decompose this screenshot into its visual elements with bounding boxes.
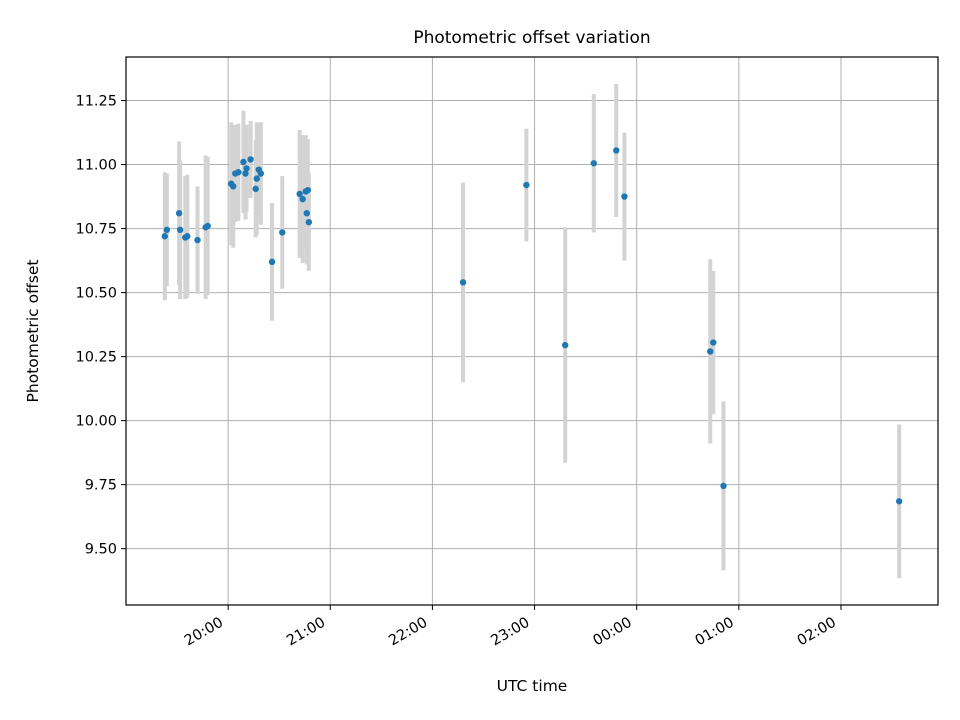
y-tick-label: 11.25 bbox=[75, 94, 117, 110]
grid bbox=[126, 57, 938, 605]
data-point bbox=[720, 482, 727, 490]
y-tick-label: 11.00 bbox=[75, 158, 117, 174]
data-point bbox=[305, 218, 313, 226]
data-point bbox=[257, 170, 265, 177]
data-point bbox=[303, 210, 310, 217]
y-tick-label: 10.25 bbox=[75, 350, 117, 366]
data-point bbox=[243, 165, 250, 172]
chart-title: Photometric offset variation bbox=[413, 28, 650, 48]
data-point bbox=[176, 226, 184, 234]
data-point bbox=[194, 236, 201, 244]
y-tick-label: 9.50 bbox=[85, 542, 117, 558]
data-point bbox=[235, 169, 242, 176]
data-point bbox=[184, 233, 191, 240]
data-point bbox=[304, 186, 312, 194]
data-point bbox=[204, 222, 211, 230]
plot-frame bbox=[125, 56, 939, 606]
data-point bbox=[621, 193, 628, 200]
data-point bbox=[240, 158, 247, 166]
y-axis-label: Photometric offset bbox=[24, 260, 42, 403]
y-axis: 9.50 9.75 10.00 10.25 10.50 10.75 11.00 11.25 bbox=[75, 94, 126, 558]
y-tick-label: 9.75 bbox=[85, 478, 117, 494]
data-point bbox=[459, 279, 467, 286]
data-point bbox=[895, 498, 903, 505]
data-point bbox=[590, 160, 597, 167]
data-point bbox=[268, 258, 276, 266]
data-point bbox=[707, 348, 714, 355]
x-axis-label: UTC time bbox=[497, 677, 568, 695]
data-point bbox=[230, 183, 237, 190]
data-point bbox=[175, 210, 183, 217]
data-point bbox=[561, 341, 569, 349]
data-point bbox=[161, 233, 169, 240]
y-tick-label: 10.75 bbox=[75, 222, 117, 238]
data-point bbox=[613, 147, 620, 154]
data-point bbox=[279, 229, 286, 236]
data-point bbox=[710, 339, 717, 346]
data-points bbox=[161, 147, 903, 505]
data-point bbox=[242, 170, 249, 177]
data-point bbox=[163, 226, 171, 234]
data-point bbox=[299, 195, 306, 203]
data-point bbox=[253, 175, 260, 182]
data-point bbox=[523, 181, 530, 189]
data-point bbox=[247, 156, 254, 163]
y-tick-label: 10.50 bbox=[75, 286, 117, 302]
data-point bbox=[252, 185, 259, 193]
data-point bbox=[296, 190, 303, 198]
y-tick-label: 10.00 bbox=[75, 414, 117, 430]
